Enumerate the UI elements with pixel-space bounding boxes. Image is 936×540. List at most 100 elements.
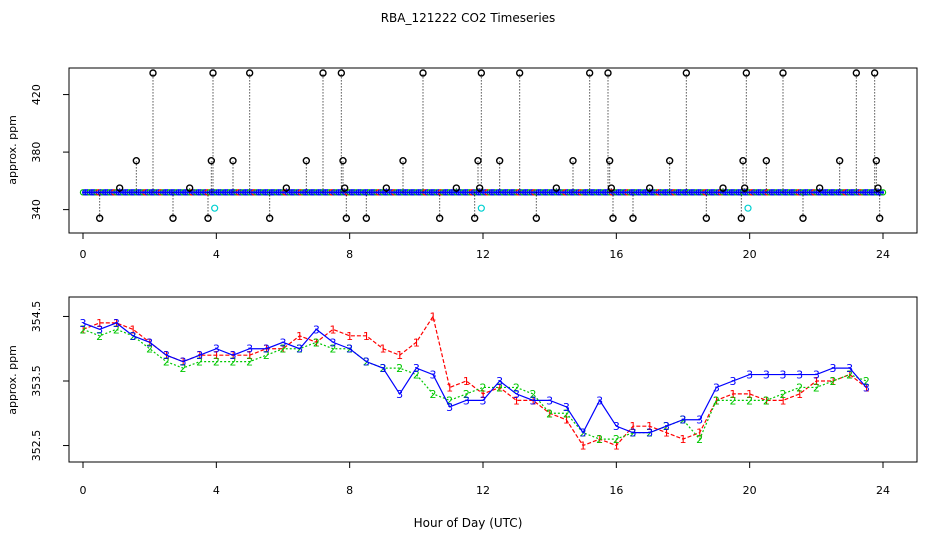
series-point-3: 3: [696, 414, 703, 427]
series-point-3: 3: [780, 369, 787, 382]
series-point-1: 1: [313, 336, 320, 349]
series-point-1: 1: [580, 440, 587, 453]
outlier-point: [604, 69, 612, 77]
baseline-markers: [79, 189, 887, 196]
series-point-3: 3: [813, 369, 820, 382]
series-point-1: 1: [613, 440, 620, 453]
outlier-point: [229, 157, 237, 165]
outlier-point: [737, 214, 746, 222]
series-point-3: 3: [96, 323, 103, 336]
series-point-1: 1: [663, 427, 670, 440]
series-point-2: 2: [730, 394, 737, 407]
outlier-point: [702, 214, 711, 222]
outlier-point: [645, 184, 654, 192]
outlier-point: [569, 157, 577, 165]
series-point-1: 1: [730, 388, 737, 401]
outlier-point: [585, 69, 594, 77]
x-tick-label: 12: [476, 248, 490, 261]
outlier-point: [742, 69, 751, 77]
series-point-3: 3: [263, 343, 270, 356]
series-point-3: 3: [796, 369, 803, 382]
series-point-2: 2: [313, 336, 320, 349]
outlier-point: [302, 157, 311, 165]
series-point-3: 3: [80, 317, 87, 330]
series-line-3: [82, 322, 867, 434]
series-point-1: 1: [696, 427, 703, 440]
outlier-point: [552, 184, 561, 192]
series-point-2: 2: [430, 388, 437, 401]
series-point-1: 1: [796, 388, 803, 401]
series-point-1: 1: [513, 394, 520, 407]
series-point-2: 2: [746, 394, 753, 407]
series-point-3: 3: [463, 394, 470, 407]
series-point-3: 3: [280, 336, 287, 349]
series-point-3: 3: [330, 336, 337, 349]
outlier-point: [872, 157, 881, 165]
x-tick-label: 0: [80, 484, 87, 497]
series-point-2: 2: [196, 356, 203, 369]
series-point-2: 2: [613, 433, 620, 446]
series-point-2: 2: [780, 388, 787, 401]
series-point-2: 2: [796, 381, 803, 394]
outlier-point: [245, 69, 254, 77]
outlier-point: [115, 184, 124, 192]
series-point-1: 1: [363, 330, 370, 343]
series-point-2: 2: [413, 369, 420, 382]
series-point-3: 3: [113, 317, 120, 330]
series-point-1: 1: [480, 388, 487, 401]
series-point-2: 2: [496, 381, 503, 394]
x-tick-label: 8: [346, 248, 353, 261]
series-point-2: 2: [763, 394, 770, 407]
series-point-3: 3: [630, 427, 637, 440]
series-point-2: 2: [96, 330, 103, 343]
outlier-point: [605, 157, 614, 165]
outlier-point: [340, 184, 349, 192]
series-line-2: [82, 328, 867, 441]
series-point-1: 1: [380, 343, 387, 356]
series-point-3: 3: [613, 420, 620, 433]
outlier-point: [337, 69, 346, 77]
x-axis-label: Hour of Day (UTC): [414, 516, 523, 530]
series-point-1: 1: [863, 381, 870, 394]
series-point-1: 1: [213, 349, 220, 362]
x-tick-label: 8: [346, 484, 353, 497]
cyan-point: [211, 204, 219, 212]
figure-title: RBA_121222 CO2 Timeseries: [381, 11, 556, 25]
outlier-point: [419, 69, 427, 77]
outlier-point: [185, 184, 194, 192]
outlier-point: [169, 214, 177, 222]
series-point-3: 3: [596, 394, 603, 407]
outlier-point: [470, 214, 479, 222]
series-point-2: 2: [463, 388, 470, 401]
series-point-3: 3: [346, 343, 353, 356]
outlier-point: [209, 69, 217, 77]
cyan-point: [477, 204, 485, 212]
outlier-point: [339, 157, 347, 165]
series-point-2: 2: [146, 343, 153, 356]
outlier-point: [95, 214, 104, 222]
outlier-point: [740, 184, 749, 192]
series-point-3: 3: [530, 394, 537, 407]
outlier-point: [132, 157, 141, 165]
y-axis-label: approx. ppm: [6, 345, 19, 415]
outlier-point: [629, 214, 637, 222]
series-point-3: 3: [180, 356, 187, 369]
series-point-1: 1: [246, 349, 253, 362]
series-point-3: 3: [563, 401, 570, 414]
outlier-point: [515, 69, 524, 77]
outlier-point: [682, 69, 691, 77]
series-point-3: 3: [763, 369, 770, 382]
outlier-point: [532, 214, 541, 222]
outlier-point: [719, 184, 727, 192]
series-point-3: 3: [363, 356, 370, 369]
series-point-1: 1: [746, 388, 753, 401]
outlier-point: [319, 69, 327, 77]
series-point-3: 3: [296, 343, 303, 356]
series-point-1: 1: [296, 330, 303, 343]
series-point-2: 2: [863, 375, 870, 388]
series-point-1: 1: [130, 323, 137, 336]
outlier-point: [870, 69, 879, 77]
series-point-2: 2: [330, 343, 337, 356]
series-point-2: 2: [713, 394, 720, 407]
